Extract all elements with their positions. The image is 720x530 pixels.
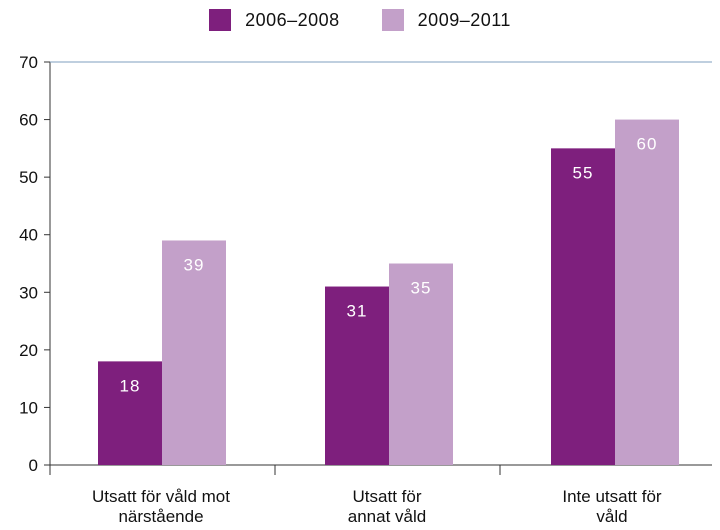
data-label-2-1: 39 — [184, 255, 205, 274]
y-tick-label-0: 0 — [29, 456, 38, 475]
data-label-2-2: 35 — [411, 279, 432, 298]
bar-1-2 — [325, 286, 389, 465]
legend-label-series-2: 2009–2011 — [417, 9, 511, 30]
y-tick-label-10: 10 — [19, 398, 38, 417]
legend-swatch-series-1 — [209, 9, 232, 31]
x-tick-label-1: Utsatt för våld mot närstående — [92, 487, 230, 526]
data-label-2-3: 60 — [637, 135, 658, 154]
legend-label-series-1: 2006–2008 — [245, 9, 340, 30]
x-tick-label-3: Inte utsatt för våld — [562, 487, 662, 526]
y-tick-label-40: 40 — [19, 226, 38, 245]
bar-1-3 — [551, 148, 615, 465]
legend-item-series-1: 2006–2008 — [209, 9, 340, 31]
y-tick-label-20: 20 — [19, 341, 38, 360]
bar-1-1 — [98, 361, 162, 465]
y-tick-label-70: 70 — [19, 53, 38, 72]
legend-item-series-2: 2009–2011 — [381, 9, 511, 31]
x-tick-label-2: Utsatt för annat våld — [347, 487, 427, 526]
y-tick-label-50: 50 — [19, 168, 38, 187]
legend-swatch-series-2 — [381, 9, 404, 31]
bar-2-3 — [615, 119, 679, 466]
y-tick-label-30: 30 — [19, 283, 38, 302]
data-label-1-3: 55 — [573, 163, 594, 182]
y-tick-label-60: 60 — [19, 111, 38, 130]
bar-2-1 — [162, 240, 226, 465]
data-label-1-2: 31 — [347, 302, 368, 321]
data-label-1-1: 18 — [120, 376, 141, 395]
chart-legend: 2006–2008 2009–2011 — [0, 9, 720, 31]
bar-2-2 — [389, 263, 453, 465]
